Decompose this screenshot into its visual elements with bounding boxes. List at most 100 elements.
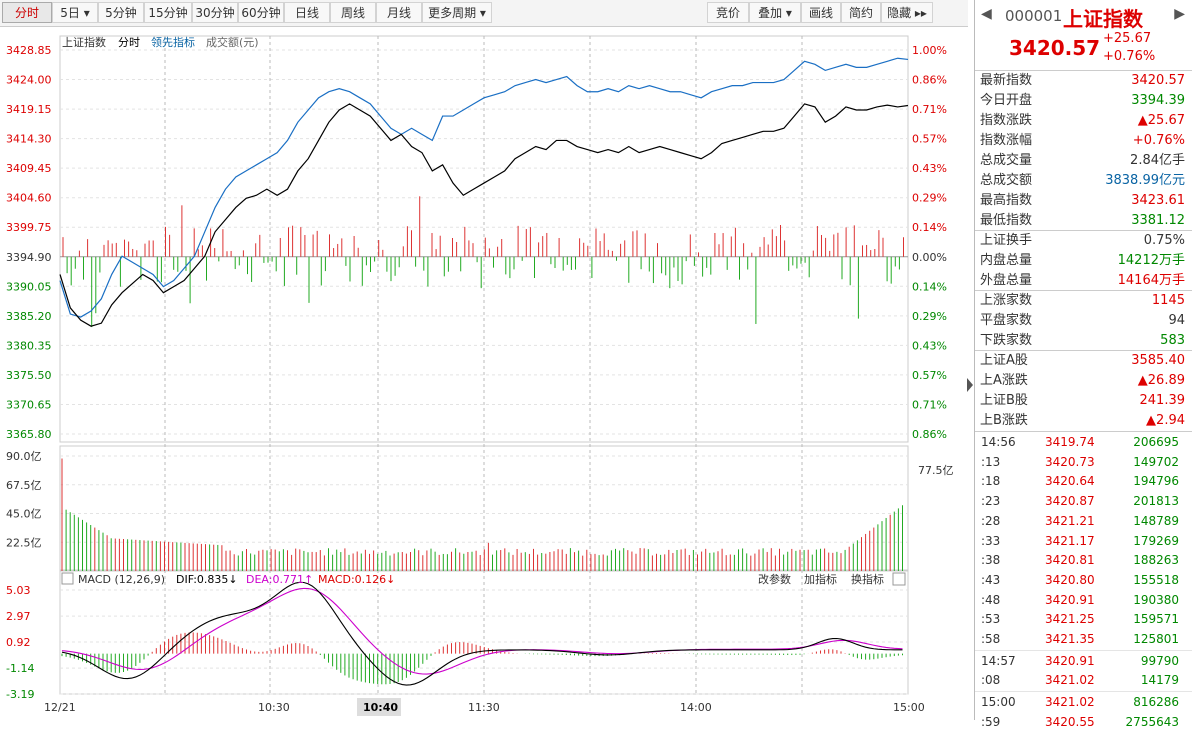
period-toolbar: 分时 5日 ▾ 5分钟 15分钟 30分钟 60分钟 日线 周线 月线 更多周期 ▾ 竞价 叠加 ▾ 画… — [0, 0, 968, 27]
tick-price: 3421.35 — [1045, 632, 1095, 646]
tool-button-4[interactable]: 隐藏 ▸▸ — [881, 2, 933, 23]
macd-dea: DEA:0.771↑ — [246, 573, 313, 586]
tick-volume: 206695 — [1133, 435, 1179, 449]
tool-button-2[interactable]: 画线 — [801, 2, 841, 23]
stat-value: 1145 — [1151, 293, 1185, 308]
tick-row: :28 3421.21 148789 — [975, 512, 1192, 531]
macd-button[interactable]: 改参数 — [758, 572, 791, 586]
tick-volume: 148789 — [1133, 513, 1179, 528]
stat-label: 最低指数 — [980, 213, 1033, 228]
tick-price: 3421.02 — [1045, 695, 1095, 710]
tick-row: :58 3421.35 125801 — [975, 630, 1192, 649]
stat-label: 外盘总量 — [980, 273, 1033, 288]
tick-volume: 816286 — [1133, 695, 1179, 710]
period-tab-4[interactable]: 30分钟 — [192, 2, 238, 23]
macd-tick-label: 2.97 — [6, 610, 31, 623]
stat-label: 上证A股 — [980, 353, 1028, 368]
x-axis-label: 15:00 — [893, 701, 925, 714]
vol-current-label: 77.5亿 — [918, 464, 954, 477]
stat-row: 内盘总量 14212万手 — [975, 251, 1192, 271]
stat-label: 指数涨幅 — [980, 133, 1033, 148]
vol-tick-label: 67.5亿 — [6, 479, 42, 492]
stat-value: 0.75% — [1143, 233, 1185, 248]
stat-label: 上涨家数 — [980, 293, 1033, 308]
stat-label: 总成交额 — [980, 173, 1033, 188]
vol-tick-label: 22.5亿 — [6, 536, 42, 549]
macd-tick-label: 5.03 — [6, 584, 31, 597]
price-line — [59, 103, 909, 327]
macd-tick-label: -1.14 — [6, 662, 34, 675]
period-tab-2[interactable]: 5分钟 — [98, 2, 144, 23]
quote-header: ◀ 000001 上证指数 ▶ 3420.57 +25.67 +0.76% — [975, 0, 1192, 71]
legend-text: 成交额(元) — [206, 35, 259, 49]
price-change-pct: +0.76% — [1103, 49, 1156, 64]
pct-tick-label: 0.57% — [912, 369, 947, 382]
x-axis-label: 11:30 — [468, 701, 500, 714]
tool-button-1[interactable]: 叠加 ▾ — [749, 2, 801, 23]
macd-button[interactable]: 加指标 — [804, 572, 837, 586]
price-tick-label: 3419.15 — [6, 103, 52, 116]
collapse-handle[interactable] — [966, 370, 974, 400]
tick-row: 14:57 3420.91 99790 — [975, 652, 1192, 671]
stat-row: 最低指数 3381.12 — [975, 211, 1192, 231]
period-tab-7[interactable]: 周线 — [330, 2, 376, 23]
price-tick-label: 3409.45 — [6, 162, 52, 175]
price-tick-label: 3394.90 — [6, 251, 52, 264]
price-tick-label: 3414.30 — [6, 133, 52, 146]
stat-value: 3585.40 — [1131, 353, 1185, 368]
stat-row: 总成交额 3838.99亿元 — [975, 171, 1192, 191]
period-tab-5[interactable]: 60分钟 — [238, 2, 284, 23]
stat-value: 14212万手 — [1117, 253, 1185, 268]
intraday-chart[interactable]: 3428.85 1.00% 3424.00 0.86% 3419.15 0.71% 3414… — [0, 26, 968, 720]
stat-row: 指数涨幅 +0.76% — [975, 131, 1192, 151]
x-axis-highlight — [357, 698, 401, 716]
pct-tick-label: 0.14% — [912, 280, 947, 293]
stat-value: 3420.57 — [1131, 73, 1185, 88]
period-tab-3[interactable]: 15分钟 — [144, 2, 192, 23]
legend-text: 领先指标 — [151, 35, 195, 49]
dif-line — [61, 581, 903, 686]
stat-value: ▲2.94 — [1146, 413, 1185, 428]
tick-row: 15:00 3421.02 816286 — [975, 693, 1192, 712]
close-icon — [892, 572, 906, 586]
period-tab-1[interactable]: 5日 ▾ — [52, 2, 98, 23]
stats-separator — [975, 230, 1192, 231]
tick-time: :23 — [981, 494, 1001, 509]
stat-row: 最新指数 3420.57 — [975, 71, 1192, 91]
tick-time: :59 — [981, 714, 1001, 729]
price-tick-label: 3404.60 — [6, 192, 52, 205]
stat-value: ▲26.89 — [1137, 373, 1185, 388]
period-tab-0[interactable]: 分时 — [2, 2, 52, 23]
next-arrow-icon[interactable]: ▶ — [1174, 6, 1185, 22]
stat-label: 最高指数 — [980, 193, 1033, 208]
pct-tick-label: 0.14% — [912, 221, 947, 234]
pct-tick-label: 0.86% — [912, 428, 947, 441]
tool-button-0[interactable]: 竞价 — [707, 2, 749, 23]
x-axis-label: 14:00 — [680, 701, 712, 714]
tick-volume: 159571 — [1133, 612, 1179, 627]
tick-price: 3421.02 — [1045, 673, 1095, 688]
tool-button-3[interactable]: 简约 — [841, 2, 881, 23]
stat-row: 外盘总量 14164万手 — [975, 271, 1192, 291]
period-tab-8[interactable]: 月线 — [376, 2, 422, 23]
price-tick-label: 3385.20 — [6, 310, 52, 323]
macd-help-icon — [61, 572, 74, 585]
x-axis-label: 10:40 — [363, 701, 398, 714]
tick-volume: 2755643 — [1125, 714, 1179, 729]
stat-label: 上B涨跌 — [980, 413, 1028, 428]
stat-row: 指数涨跌 ▲25.67 — [975, 111, 1192, 131]
stat-label: 上证换手 — [980, 233, 1033, 248]
tick-price: 3421.21 — [1045, 513, 1095, 528]
index-name: 上证指数 — [1063, 7, 1143, 31]
prev-arrow-icon[interactable]: ◀ — [981, 6, 992, 22]
period-tab-6[interactable]: 日线 — [284, 2, 330, 23]
stat-value: 94 — [1168, 313, 1185, 328]
macd-button[interactable]: 换指标 — [851, 572, 884, 586]
pct-tick-label: 0.57% — [912, 133, 947, 146]
period-tab-9[interactable]: 更多周期 ▾ — [422, 2, 492, 23]
tick-time: 15:00 — [981, 695, 1016, 710]
stat-label: 内盘总量 — [980, 253, 1033, 268]
tick-time: :48 — [981, 592, 1001, 607]
tick-price: 3420.73 — [1045, 454, 1095, 469]
tick-row: :59 3420.55 2755643 — [975, 713, 1192, 732]
